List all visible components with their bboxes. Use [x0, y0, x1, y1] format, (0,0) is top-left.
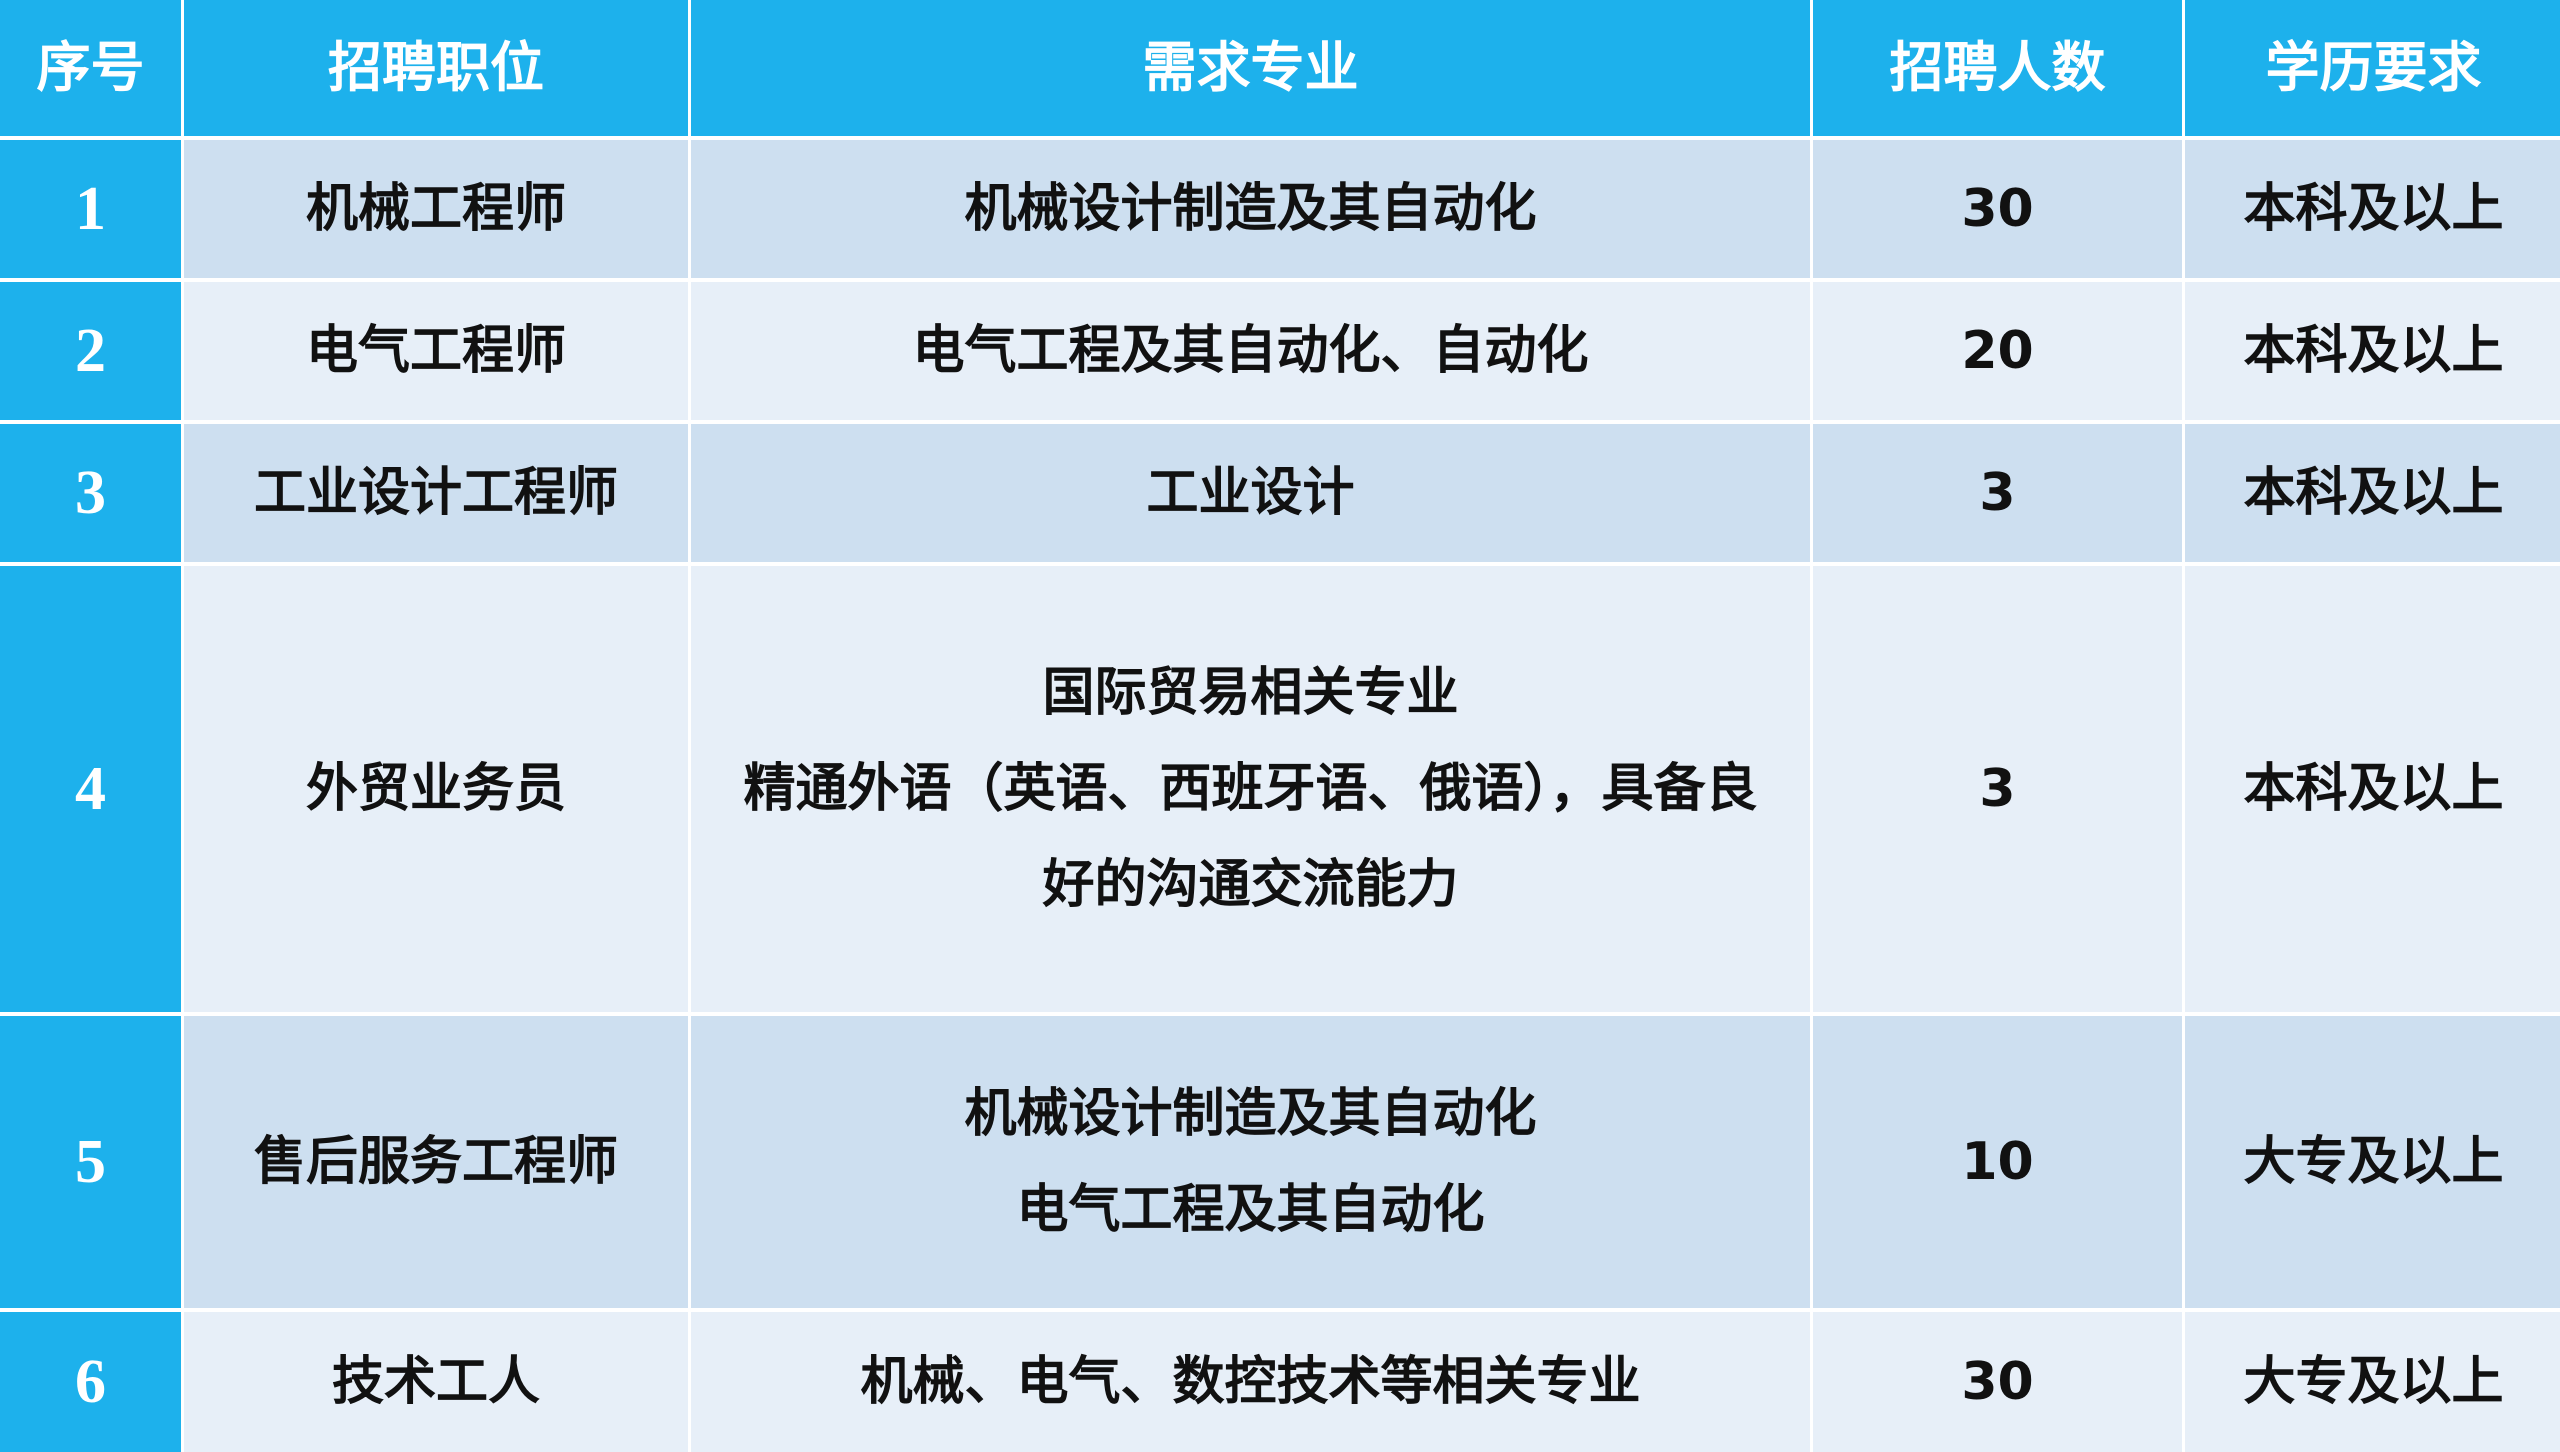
header-major: 需求专业 [691, 0, 1810, 136]
count-cell: 3 [1813, 424, 2182, 562]
major-cell: 机械设计制造及其自动化 电气工程及其自动化 [691, 1016, 1810, 1308]
row-number: 6 [0, 1312, 181, 1452]
major-line: 机械设计制造及其自动化 [964, 179, 1537, 239]
row-number: 2 [0, 282, 181, 420]
row-number: 1 [0, 140, 181, 278]
row-number: 4 [0, 566, 181, 1012]
major-cell: 机械设计制造及其自动化 [691, 140, 1810, 278]
position-cell: 售后服务工程师 [184, 1016, 688, 1308]
position-cell: 电气工程师 [184, 282, 688, 420]
major-cell: 工业设计 [691, 424, 1810, 562]
count-cell: 3 [1813, 566, 2182, 1012]
count-cell: 30 [1813, 140, 2182, 278]
header-education: 学历要求 [2185, 0, 2560, 136]
major-line: 电气工程及其自动化、自动化 [912, 321, 1589, 381]
major-line: 国际贸易相关专业 [1042, 663, 1459, 723]
education-cell: 大专及以上 [2185, 1016, 2560, 1308]
major-line: 工业设计 [1146, 463, 1355, 523]
education-cell: 本科及以上 [2185, 140, 2560, 278]
header-no: 序号 [0, 0, 181, 136]
major-cell: 机械、电气、数控技术等相关专业 [691, 1312, 1810, 1452]
education-cell: 本科及以上 [2185, 282, 2560, 420]
position-cell: 外贸业务员 [184, 566, 688, 1012]
major-cell: 电气工程及其自动化、自动化 [691, 282, 1810, 420]
position-cell: 技术工人 [184, 1312, 688, 1452]
count-cell: 30 [1813, 1312, 2182, 1452]
major-line: 精通外语（英语、西班牙语、俄语），具备良 [743, 759, 1758, 819]
position-cell: 机械工程师 [184, 140, 688, 278]
major-cell: 国际贸易相关专业精通外语（英语、西班牙语、俄语），具备良 好的沟通交流能力 [691, 566, 1810, 1012]
major-line: 电气工程及其自动化 [1016, 1180, 1485, 1240]
row-number: 3 [0, 424, 181, 562]
count-cell: 20 [1813, 282, 2182, 420]
row-number: 5 [0, 1016, 181, 1308]
position-cell: 工业设计工程师 [184, 424, 688, 562]
education-cell: 本科及以上 [2185, 424, 2560, 562]
major-line: 机械、电气、数控技术等相关专业 [860, 1352, 1641, 1412]
education-cell: 本科及以上 [2185, 566, 2560, 1012]
education-cell: 大专及以上 [2185, 1312, 2560, 1452]
major-line: 好的沟通交流能力 [1042, 855, 1459, 915]
header-position: 招聘职位 [184, 0, 688, 136]
header-count: 招聘人数 [1813, 0, 2182, 136]
count-cell: 10 [1813, 1016, 2182, 1308]
major-line: 机械设计制造及其自动化 [964, 1084, 1537, 1144]
